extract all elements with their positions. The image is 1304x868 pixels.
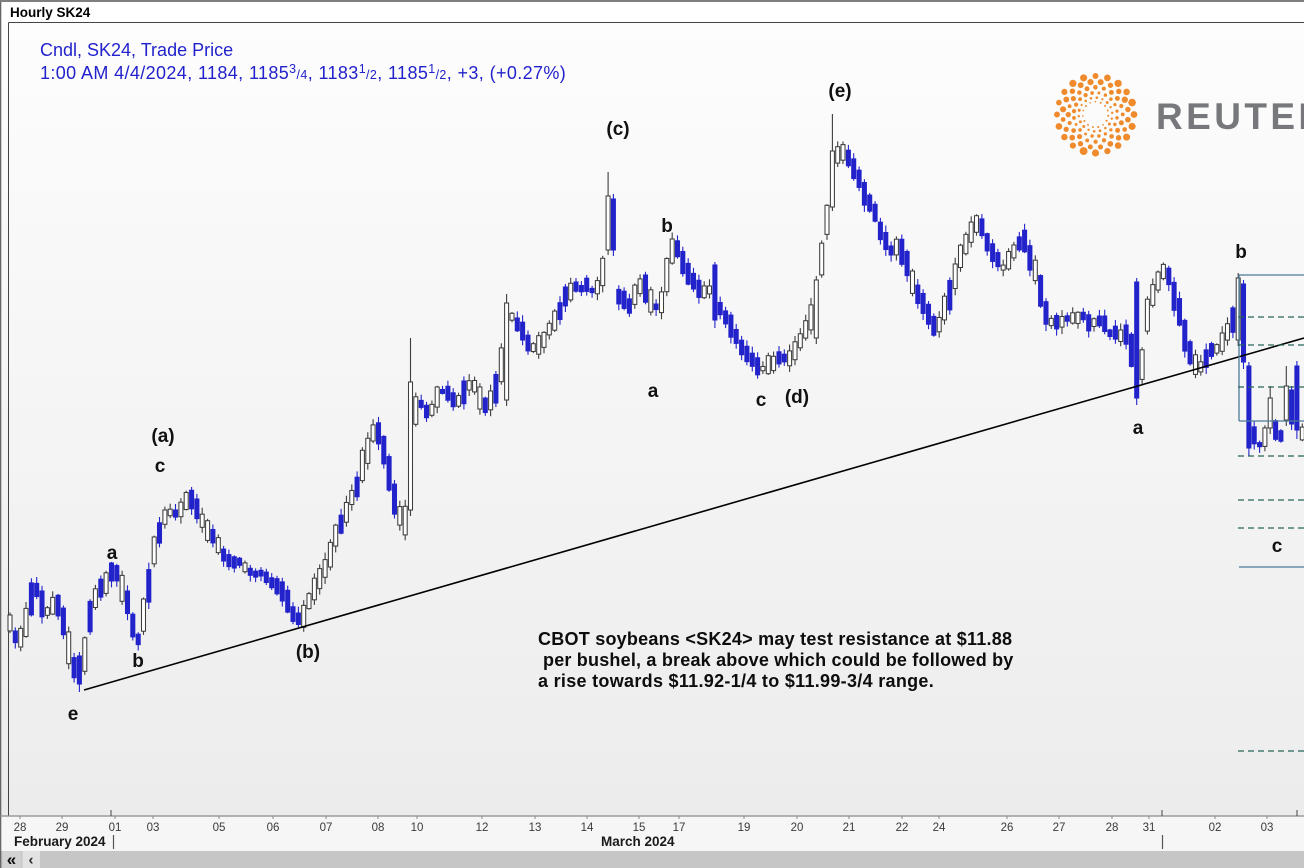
svg-text:per bushel, a break above whic: per bushel, a break above which could be… <box>543 650 1014 670</box>
svg-text:a rise towards $11.92-1/4 to $: a rise towards $11.92-1/4 to $11.99-3/4 … <box>538 671 934 691</box>
svg-text:03: 03 <box>1261 822 1274 834</box>
svg-text:31: 31 <box>1143 822 1156 834</box>
svg-text:c: c <box>756 390 767 411</box>
svg-text:15: 15 <box>633 822 646 834</box>
svg-text:28: 28 <box>1106 822 1119 834</box>
svg-text:03: 03 <box>147 822 160 834</box>
svg-text:a: a <box>107 543 118 564</box>
svg-text:12: 12 <box>476 822 489 834</box>
svg-text:c: c <box>1272 536 1283 557</box>
svg-text:a: a <box>648 381 659 402</box>
svg-text:February 2024: February 2024 <box>14 834 106 849</box>
svg-text:‹: ‹ <box>29 852 34 868</box>
svg-text:Hourly SK24: Hourly SK24 <box>10 5 91 20</box>
svg-text:b: b <box>1235 242 1247 263</box>
svg-text:March 2024: March 2024 <box>601 834 675 849</box>
svg-text:29: 29 <box>56 822 69 834</box>
svg-text:b: b <box>132 651 144 672</box>
svg-text:«: « <box>7 850 16 868</box>
svg-text:(a): (a) <box>151 426 174 447</box>
svg-text:06: 06 <box>267 822 280 834</box>
svg-text:b: b <box>661 216 673 237</box>
svg-text:e: e <box>68 704 79 725</box>
svg-text:24: 24 <box>933 822 946 834</box>
svg-text:26: 26 <box>1001 822 1014 834</box>
svg-text:14: 14 <box>581 822 594 834</box>
svg-text:(b): (b) <box>296 642 320 663</box>
svg-text:13: 13 <box>529 822 542 834</box>
svg-text:20: 20 <box>791 822 804 834</box>
svg-text:19: 19 <box>738 822 751 834</box>
svg-text:17: 17 <box>673 822 686 834</box>
svg-text:22: 22 <box>896 822 909 834</box>
svg-text:c: c <box>155 456 166 477</box>
svg-text:(c): (c) <box>606 119 629 140</box>
svg-text:21: 21 <box>843 822 856 834</box>
svg-text:10: 10 <box>411 822 424 834</box>
svg-text:28: 28 <box>14 822 27 834</box>
svg-text:05: 05 <box>213 822 226 834</box>
svg-text:REUTERS: REUTERS <box>1156 96 1304 137</box>
svg-text:08: 08 <box>372 822 385 834</box>
svg-text:(d): (d) <box>785 387 809 408</box>
svg-text:CBOT soybeans <SK24> may test: CBOT soybeans <SK24> may test resistance… <box>538 629 1012 649</box>
svg-text:01: 01 <box>109 822 122 834</box>
svg-text:a: a <box>1133 418 1144 439</box>
svg-text:(e): (e) <box>828 81 851 102</box>
svg-text:07: 07 <box>320 822 333 834</box>
svg-text:Cndl, SK24, Trade Price: Cndl, SK24, Trade Price <box>40 40 233 60</box>
svg-text:02: 02 <box>1209 822 1222 834</box>
svg-text:27: 27 <box>1053 822 1066 834</box>
